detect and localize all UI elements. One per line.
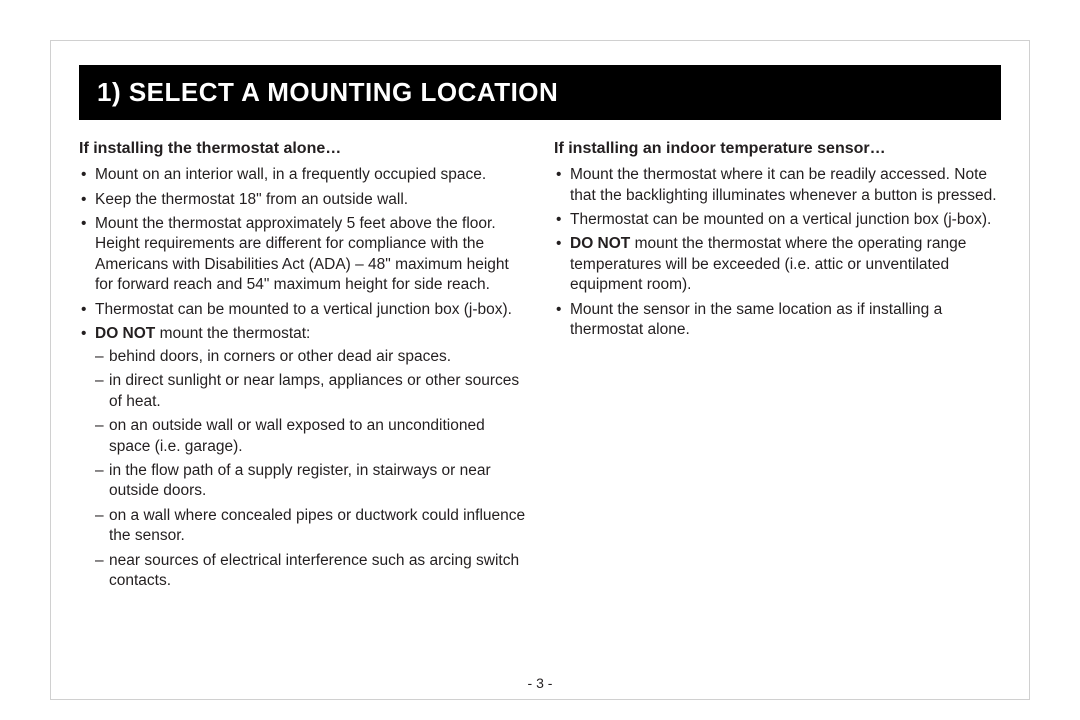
right-bullet-list: Mount the thermostat where it can be rea… [554, 165, 1001, 341]
left-bullet-list: Mount on an interior wall, in a frequent… [79, 165, 526, 592]
list-item: in direct sunlight or near lamps, applia… [95, 371, 526, 412]
list-item: Mount the thermostat where it can be rea… [554, 165, 1001, 206]
list-item: behind doors, in corners or other dead a… [95, 347, 526, 367]
left-column: If installing the thermostat alone… Moun… [79, 138, 526, 596]
list-item: in the flow path of a supply register, i… [95, 461, 526, 502]
list-item: Mount the sensor in the same location as… [554, 300, 1001, 341]
do-not-rest: mount the thermostat where the operating… [570, 235, 966, 293]
list-item: Keep the thermostat 18" from an outside … [79, 190, 526, 210]
list-item: DO NOT mount the thermostat where the op… [554, 234, 1001, 295]
page: 1) SELECT A MOUNTING LOCATION If install… [0, 0, 1080, 720]
right-heading: If installing an indoor temperature sens… [554, 138, 1001, 159]
list-item: Thermostat can be mounted to a vertical … [79, 300, 526, 320]
content-frame: 1) SELECT A MOUNTING LOCATION If install… [50, 40, 1030, 700]
do-not-label: DO NOT [95, 325, 155, 342]
list-item: Thermostat can be mounted on a vertical … [554, 210, 1001, 230]
list-item: near sources of electrical interference … [95, 551, 526, 592]
two-column-layout: If installing the thermostat alone… Moun… [79, 138, 1001, 596]
section-title: 1) SELECT A MOUNTING LOCATION [79, 65, 1001, 120]
left-heading: If installing the thermostat alone… [79, 138, 526, 159]
list-item: Mount on an interior wall, in a frequent… [79, 165, 526, 185]
list-item: Mount the thermostat approximately 5 fee… [79, 214, 526, 296]
do-not-label: DO NOT [570, 235, 630, 252]
left-dash-list: behind doors, in corners or other dead a… [95, 347, 526, 592]
right-column: If installing an indoor temperature sens… [554, 138, 1001, 596]
list-item: on a wall where concealed pipes or ductw… [95, 506, 526, 547]
list-item: DO NOT mount the thermostat: behind door… [79, 324, 526, 591]
page-number: - 3 - [51, 675, 1029, 691]
list-item: on an outside wall or wall exposed to an… [95, 416, 526, 457]
do-not-rest: mount the thermostat: [155, 325, 310, 342]
